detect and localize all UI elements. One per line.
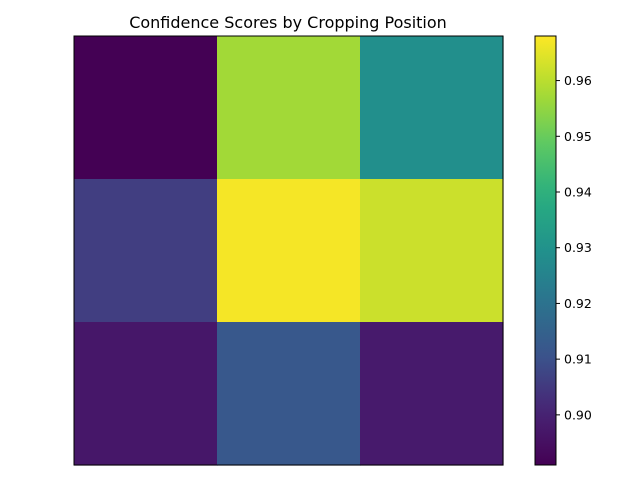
colorbar-tick-label: 0.91 [564,352,592,367]
heatmap-cell-r1-c2 [360,179,504,323]
heatmap-cell-r2-c0 [74,322,218,466]
colorbar [535,36,556,465]
heatmap-cell-r0-c0 [74,36,218,180]
colorbar-tick-label: 0.93 [564,240,592,255]
colorbar-frame [534,35,557,466]
colorbar-tick-label: 0.94 [564,185,592,200]
heatmap-cell-r0-c1 [217,36,361,180]
heatmap-cell-r1-c1 [217,179,361,323]
heatmap-cells [74,36,504,466]
heatmap-cell-r2-c1 [217,322,361,466]
colorbar-tick-label: 0.96 [564,73,592,88]
heatmap-cell-r2-c2 [360,322,504,466]
chart-title: Confidence Scores by Cropping Position [129,13,447,32]
colorbar-ticks: 0.90 0.91 0.92 0.93 0.94 0.95 0.96 [556,73,592,422]
heatmap-frame [73,35,504,466]
colorbar-tick-label: 0.90 [564,407,592,422]
heatmap-cell-r1-c0 [74,179,218,323]
colorbar-tick-label: 0.95 [564,129,592,144]
colorbar-tick-label: 0.92 [564,296,592,311]
heatmap-cell-r0-c2 [360,36,504,180]
